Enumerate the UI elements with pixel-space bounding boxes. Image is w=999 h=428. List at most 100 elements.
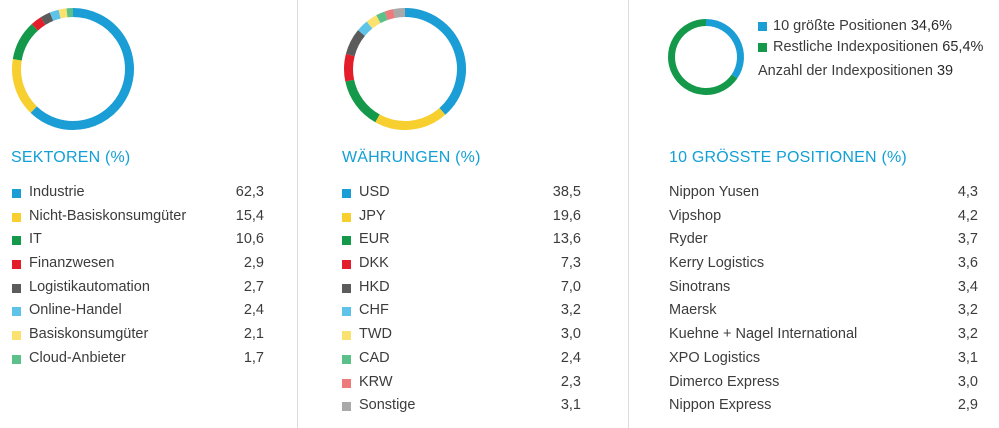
donut-slice-twd bbox=[366, 15, 381, 29]
donut-slice-basiskonsumgüter bbox=[58, 8, 68, 19]
position-value: 3,1 bbox=[957, 349, 978, 366]
position-count-value: 39 bbox=[936, 63, 954, 79]
legend-swatch bbox=[758, 22, 767, 31]
currency-row: KRW 2,3 bbox=[342, 371, 581, 395]
donut-slice-restliche-indexpositionen bbox=[668, 19, 738, 95]
currencies-title: WÄHRUNGEN (%) bbox=[342, 149, 481, 166]
currencies-legend: USD 38,5 JPY 19,6 EUR 13,6 DKK 7,3 HKD 7,0 CHF 3,2 T… bbox=[342, 181, 581, 418]
currency-label: HKD bbox=[359, 278, 390, 295]
legend-swatch bbox=[12, 189, 21, 198]
position-count: Anzahl der Indexpositionen 39 bbox=[758, 63, 953, 79]
currency-row: EUR 13,6 bbox=[342, 228, 581, 252]
currency-label: CAD bbox=[359, 349, 390, 366]
position-label: Maersk bbox=[669, 302, 717, 319]
sector-row: Finanzwesen 2,9 bbox=[12, 252, 264, 276]
legend-swatch bbox=[342, 189, 351, 198]
position-row: Vipshop 4,2 bbox=[669, 205, 978, 229]
donut-slice-usd bbox=[404, 8, 466, 115]
sector-value: 62,3 bbox=[235, 184, 264, 200]
legend-swatch bbox=[12, 260, 21, 270]
sector-label: Basiskonsumgüter bbox=[29, 326, 149, 343]
position-value: 3,2 bbox=[957, 302, 978, 319]
position-label: Dimerco Express bbox=[669, 373, 780, 390]
sector-row: Cloud-Anbieter 1,7 bbox=[12, 347, 264, 371]
currency-row: DKK 7,3 bbox=[342, 252, 581, 276]
sectors-panel: SEKTOREN (%) Industrie 62,3 Nicht-Basiskon… bbox=[0, 0, 297, 428]
sector-value: 1,7 bbox=[243, 349, 264, 366]
position-value: 3,6 bbox=[957, 255, 978, 272]
position-value: 3,0 bbox=[957, 373, 978, 390]
position-row: Kerry Logistics 3,6 bbox=[669, 252, 978, 276]
currency-value: 3,0 bbox=[560, 326, 581, 343]
sector-row: IT 10,6 bbox=[12, 228, 264, 252]
position-value: 2,9 bbox=[957, 397, 978, 414]
donut-slice-krw bbox=[384, 9, 396, 20]
currencies-panel: WÄHRUNGEN (%) USD 38,5 JPY 19,6 EUR 13,6 DKK 7,… bbox=[298, 0, 628, 428]
legend-swatch bbox=[342, 260, 351, 270]
legend-label: 10 größte Positionen bbox=[773, 18, 907, 34]
donut-slice-sonstige bbox=[393, 8, 406, 19]
position-row: XPO Logistics 3,1 bbox=[669, 347, 978, 371]
currency-value: 2,4 bbox=[560, 349, 581, 366]
currencies-donut-chart bbox=[344, 8, 466, 130]
currency-value: 7,3 bbox=[560, 255, 581, 272]
sector-row: Basiskonsumgüter 2,1 bbox=[12, 323, 264, 347]
currency-value: 7,0 bbox=[560, 278, 581, 295]
position-label: Vipshop bbox=[669, 207, 722, 224]
sector-value: 15,4 bbox=[235, 207, 264, 224]
sector-row: Nicht-Basiskonsumgüter 15,4 bbox=[12, 205, 264, 229]
top-positions-title: 10 GRÖSSTE POSITIONEN (%) bbox=[669, 149, 907, 166]
sector-value: 2,4 bbox=[243, 302, 264, 319]
currency-row: JPY 19,6 bbox=[342, 205, 581, 229]
sector-label: Industrie bbox=[29, 184, 85, 200]
position-label: Kuehne + Nagel International bbox=[669, 326, 858, 343]
sector-label: Finanzwesen bbox=[29, 255, 115, 272]
sector-label: Online-Handel bbox=[29, 302, 122, 319]
donut-slice-online-handel bbox=[49, 9, 61, 21]
currency-row: CAD 2,4 bbox=[342, 347, 581, 371]
donut-slice-industrie bbox=[30, 8, 134, 130]
position-row: Maersk 3,2 bbox=[669, 299, 978, 323]
sector-row: Logistikautomation 2,7 bbox=[12, 276, 264, 300]
currency-value: 38,5 bbox=[552, 184, 581, 200]
legend-swatch bbox=[12, 307, 21, 317]
legend-swatch bbox=[12, 354, 21, 364]
currency-value: 3,2 bbox=[560, 302, 581, 319]
position-label: Sinotrans bbox=[669, 278, 731, 295]
legend-swatch bbox=[342, 402, 351, 412]
position-label: Kerry Logistics bbox=[669, 255, 765, 272]
sector-value: 2,1 bbox=[243, 326, 264, 343]
legend-swatch bbox=[12, 236, 21, 246]
donut-slice-dkk bbox=[344, 53, 355, 82]
legend-swatch bbox=[342, 378, 351, 388]
legend-swatch bbox=[342, 354, 351, 364]
position-row: Nippon Yusen 4,3 bbox=[669, 181, 978, 205]
legend-swatch bbox=[12, 331, 21, 341]
sector-row: Industrie 62,3 bbox=[12, 181, 264, 205]
legend-swatch bbox=[758, 43, 767, 52]
position-value: 4,3 bbox=[957, 184, 978, 200]
sector-label: Cloud-Anbieter bbox=[29, 349, 126, 366]
position-row: Nippon Express 2,9 bbox=[669, 394, 978, 418]
donut-slice-it bbox=[12, 23, 39, 61]
currency-label: USD bbox=[359, 184, 390, 200]
donut-slice-logistikautomation bbox=[40, 12, 54, 25]
sector-row: Online-Handel 2,4 bbox=[12, 299, 264, 323]
legend-swatch bbox=[342, 212, 351, 222]
sector-label: Logistikautomation bbox=[29, 278, 150, 295]
currency-row: CHF 3,2 bbox=[342, 299, 581, 323]
position-value: 4,2 bbox=[957, 207, 978, 224]
position-label: Nippon Express bbox=[669, 397, 772, 414]
currency-value: 19,6 bbox=[552, 207, 581, 224]
sector-label: IT bbox=[29, 231, 42, 248]
currency-label: DKK bbox=[359, 255, 389, 272]
position-label: XPO Logistics bbox=[669, 349, 761, 366]
legend-swatch bbox=[342, 283, 351, 293]
legend-label: Restliche Indexpositionen bbox=[773, 39, 939, 55]
currency-row: Sonstige 3,1 bbox=[342, 394, 581, 418]
legend-swatch bbox=[12, 212, 21, 222]
position-row: Sinotrans 3,4 bbox=[669, 276, 978, 300]
sector-value: 2,9 bbox=[243, 255, 264, 272]
sectors-title: SEKTOREN (%) bbox=[11, 149, 131, 166]
position-count-label: Anzahl der Indexpositionen bbox=[758, 63, 933, 79]
